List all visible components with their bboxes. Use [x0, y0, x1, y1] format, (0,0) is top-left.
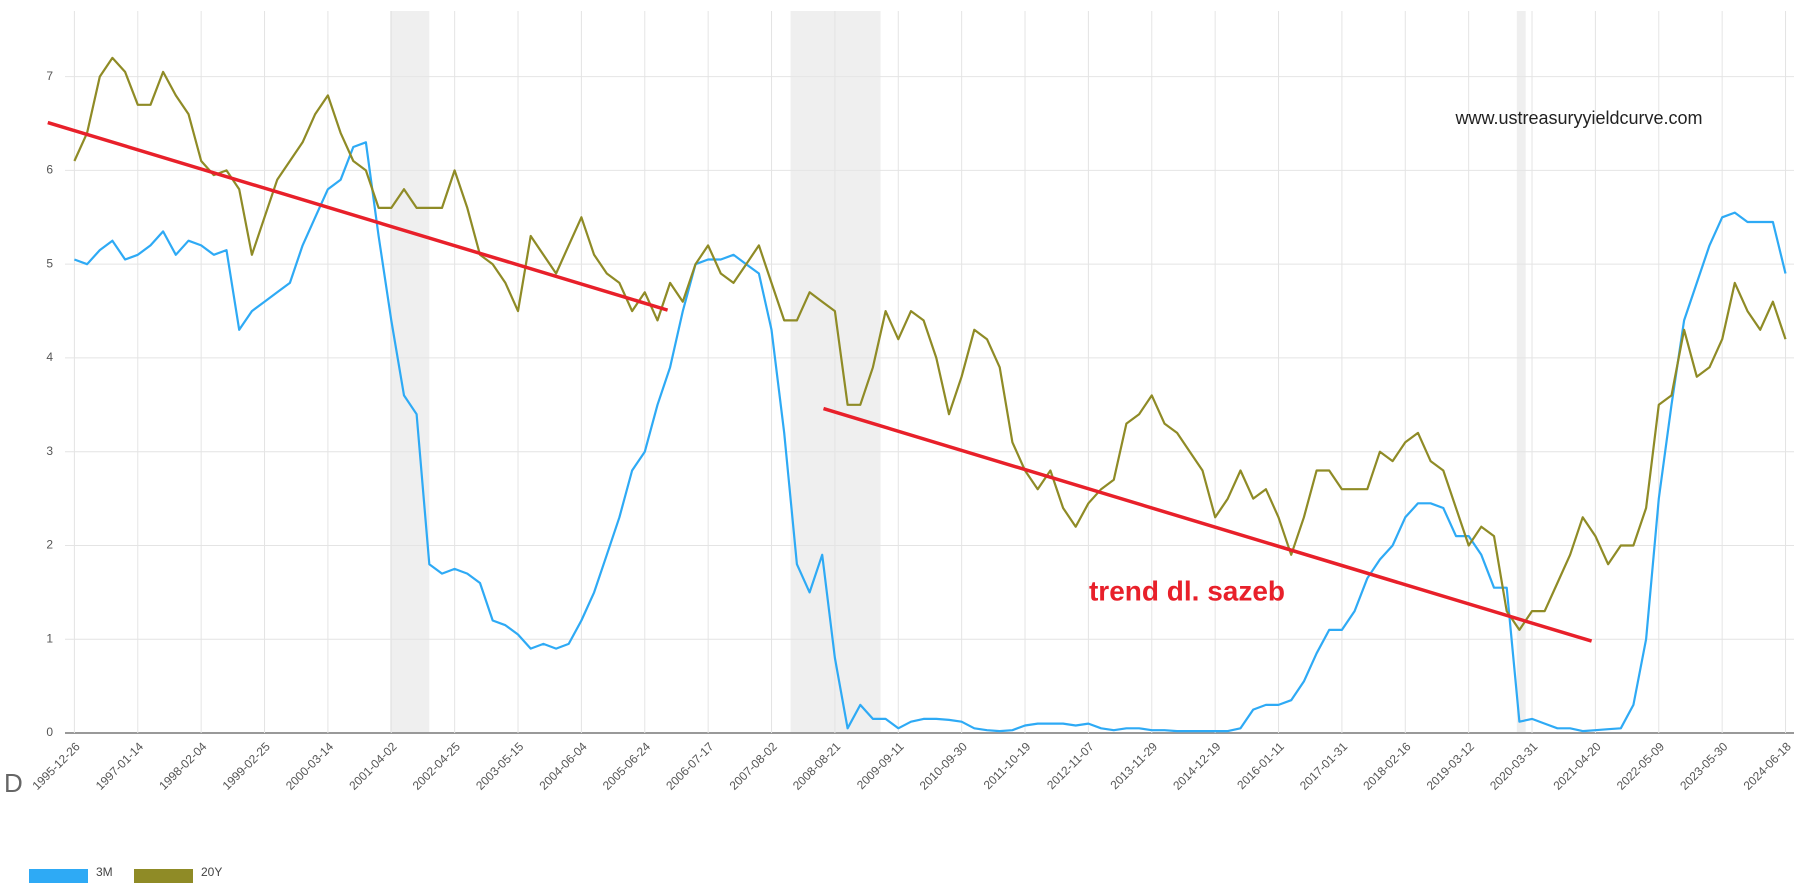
background-layer [65, 11, 1794, 734]
series-line [73, 56, 1787, 631]
y-tick-label: 1 [46, 631, 53, 645]
shaded-range [390, 11, 430, 733]
x-tick-label: 2013-11-29 [1107, 739, 1160, 792]
y-tick-label: 0 [46, 725, 53, 739]
legend-label: 3M [96, 865, 113, 879]
y-tick-label: 7 [46, 69, 53, 83]
overlay-text: D [4, 768, 23, 798]
x-tick-label: 2024-06-18 [1741, 739, 1794, 793]
watermark: www.ustreasuryyieldcurve.com [1454, 108, 1702, 128]
y-tick-label: 2 [46, 538, 53, 552]
y-tick-label: 6 [46, 163, 53, 177]
x-tick-label: 2003-05-15 [473, 739, 527, 793]
x-tick-label: 2012-11-07 [1044, 739, 1097, 792]
series-line [74, 141, 1787, 733]
x-tick-label: 2010-09-30 [917, 739, 971, 793]
x-tick-label: 2021-04-20 [1550, 739, 1604, 793]
x-tick-label: 2017-01-31 [1297, 739, 1351, 793]
trend-line [822, 406, 1593, 643]
y-tick-label: 3 [46, 444, 53, 458]
x-tick-label: 2001-04-02 [346, 739, 400, 793]
x-tick-label: 2000-03-14 [283, 739, 337, 793]
x-tick-label: 2005-06-24 [600, 739, 654, 793]
y-tick-label: 5 [46, 256, 53, 270]
x-tick-label: 2007-08-02 [727, 739, 781, 793]
x-tick-label: 1997-01-14 [93, 739, 147, 793]
x-tick-label: 2011-10-19 [981, 739, 1034, 792]
x-tick-label: 2008-08-21 [790, 739, 844, 793]
shaded-range [1516, 11, 1526, 733]
x-tick-label: 2018-02-16 [1360, 739, 1414, 793]
legend-swatch [134, 869, 193, 883]
x-tick-label: 2020-03-31 [1487, 739, 1541, 793]
x-tick-label: 2004-06-04 [536, 739, 590, 793]
x-tick-label: 2016-01-11 [1234, 739, 1287, 792]
y-tick-label: 4 [46, 350, 53, 364]
x-tick-label: 1999-02-25 [220, 739, 274, 793]
x-tick-label: 2002-04-25 [410, 739, 464, 793]
annotation: trend dl. sazeb [1089, 575, 1285, 606]
trend-line [47, 120, 669, 312]
x-tick-label: 2023-05-30 [1677, 739, 1731, 793]
x-tick-label: 2014-12-19 [1170, 739, 1224, 793]
x-tick-label: 2009-09-11 [854, 739, 907, 792]
shaded-range [790, 11, 881, 733]
legend-label: 20Y [201, 865, 222, 879]
x-tick-label: 1998-02-04 [156, 739, 210, 793]
x-tick-label: 2019-03-12 [1424, 739, 1478, 793]
x-tick-label: 2006-07-17 [663, 739, 717, 793]
x-tick-label: 2022-05-09 [1614, 739, 1668, 793]
x-tick-label: 1995-12-26 [29, 739, 83, 793]
legend-swatch [29, 869, 88, 883]
